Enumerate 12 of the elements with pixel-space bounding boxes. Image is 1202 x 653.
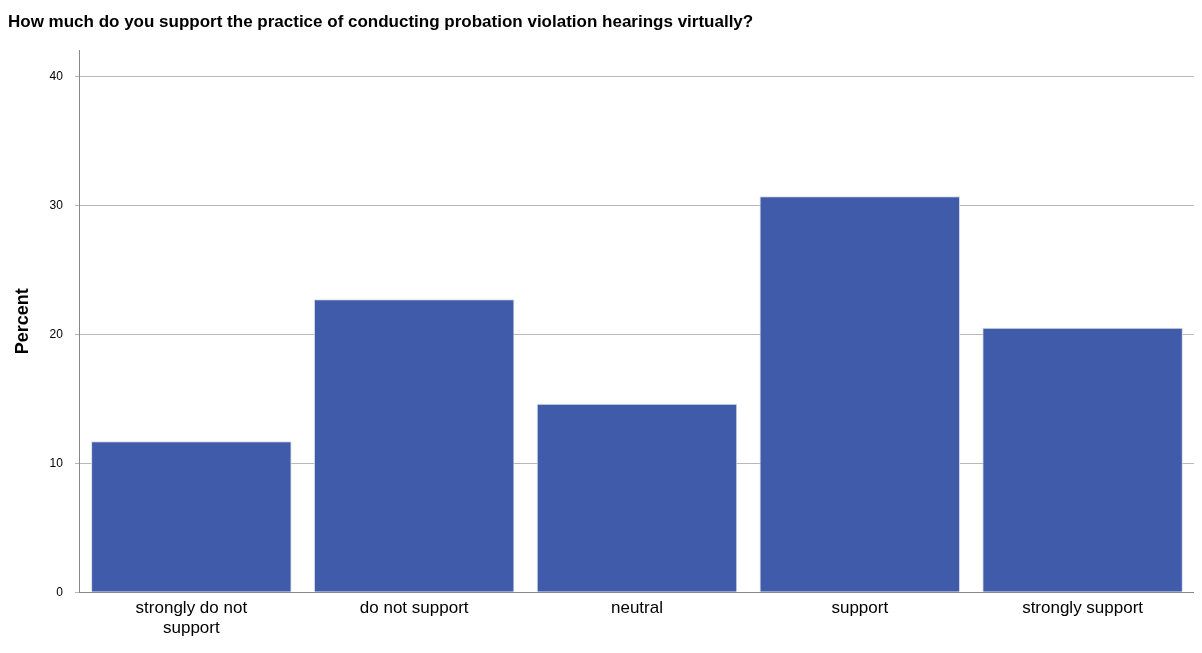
x-tick-label: do not support xyxy=(359,598,469,618)
y-tick-label: 0 xyxy=(56,584,64,599)
x-tick-label: strongly do not support xyxy=(135,598,248,638)
chart-title: How much do you support the practice of conducting probation violation hearings virtually? xyxy=(8,11,754,31)
y-tick-label: 20 xyxy=(49,326,64,341)
x-tick-label: support xyxy=(831,598,889,618)
y-tick-label: 10 xyxy=(49,455,64,470)
x-tick-label: strongly support xyxy=(1022,598,1144,618)
x-tick-label: neutral xyxy=(610,598,663,618)
y-tick-label: 30 xyxy=(49,197,64,212)
y-axis-title: Percent xyxy=(11,288,32,355)
y-tick-label: 40 xyxy=(49,68,64,83)
